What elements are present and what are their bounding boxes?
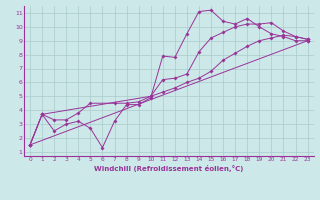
- X-axis label: Windchill (Refroidissement éolien,°C): Windchill (Refroidissement éolien,°C): [94, 165, 244, 172]
